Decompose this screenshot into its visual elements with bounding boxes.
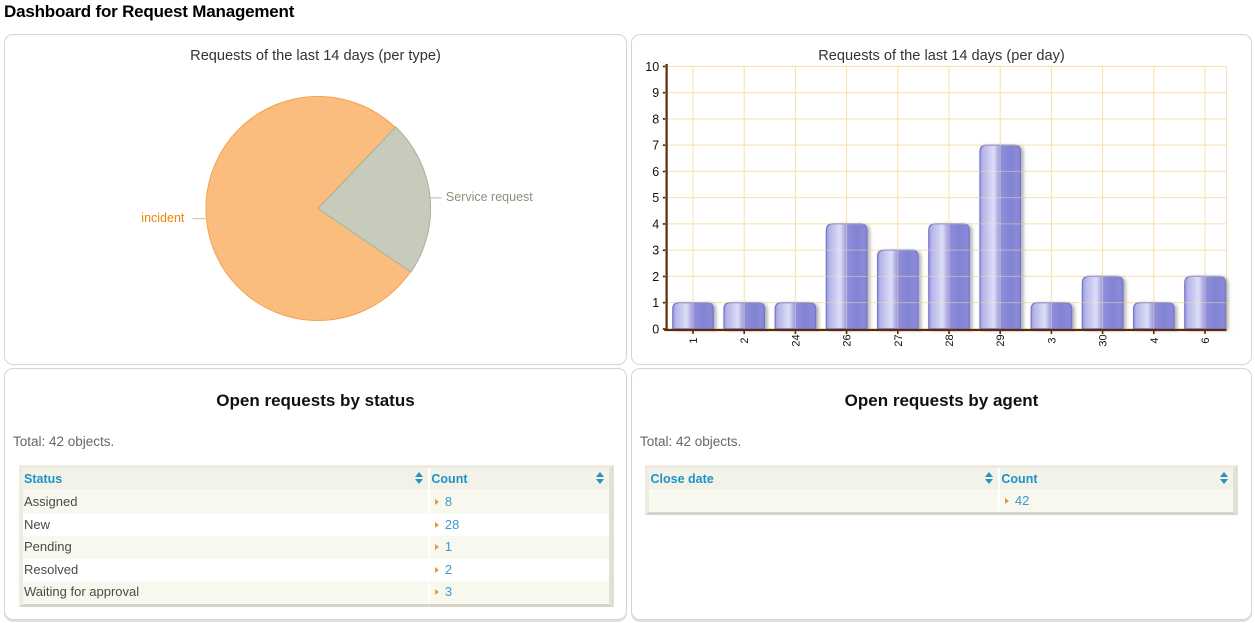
svg-text:24: 24 xyxy=(790,334,802,346)
svg-text:5: 5 xyxy=(652,191,659,205)
svg-text:6: 6 xyxy=(652,165,659,179)
svg-text:2: 2 xyxy=(652,270,659,284)
svg-text:10: 10 xyxy=(645,60,659,74)
svg-text:1: 1 xyxy=(652,296,659,310)
svg-text:28: 28 xyxy=(944,334,956,346)
svg-text:3: 3 xyxy=(1046,337,1058,343)
svg-text:1: 1 xyxy=(688,337,700,343)
svg-text:29: 29 xyxy=(995,334,1007,346)
svg-text:7: 7 xyxy=(652,139,659,153)
svg-text:27: 27 xyxy=(893,334,905,346)
svg-text:30: 30 xyxy=(1098,334,1110,346)
svg-text:9: 9 xyxy=(652,86,659,100)
svg-text:6: 6 xyxy=(1200,337,1212,343)
svg-text:incident: incident xyxy=(141,211,185,225)
svg-text:8: 8 xyxy=(652,112,659,126)
svg-text:3: 3 xyxy=(652,244,659,258)
svg-text:4: 4 xyxy=(1149,337,1161,343)
svg-text:0: 0 xyxy=(652,322,659,336)
svg-text:26: 26 xyxy=(842,334,854,346)
svg-text:2: 2 xyxy=(739,337,751,343)
svg-text:Service request: Service request xyxy=(446,190,533,204)
svg-text:4: 4 xyxy=(652,217,659,231)
